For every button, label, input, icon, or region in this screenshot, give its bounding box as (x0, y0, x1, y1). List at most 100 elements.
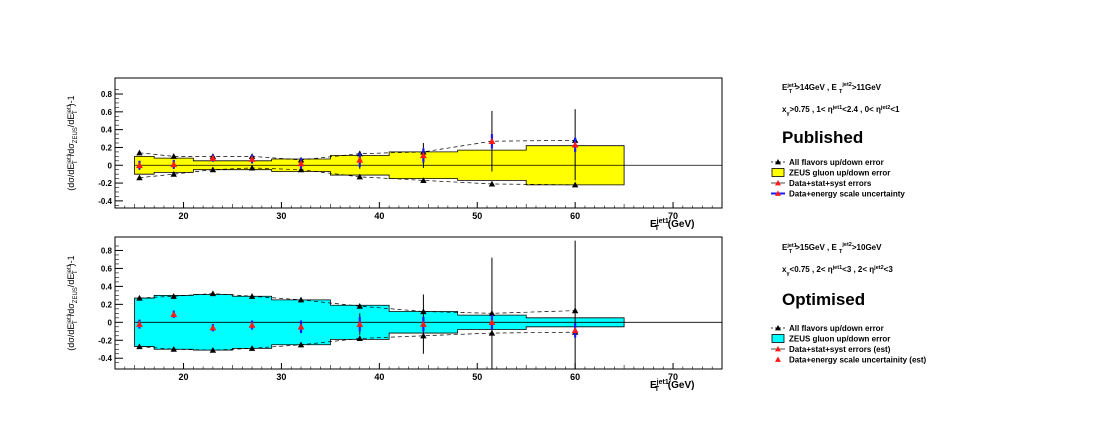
data-point (209, 154, 217, 161)
flavor-error-marker (297, 296, 305, 303)
y-label-sub: T (73, 270, 79, 274)
legend-marker (775, 356, 781, 362)
cut-sub: T (789, 89, 793, 95)
data-point (419, 152, 427, 159)
y-label-part: /dE (66, 114, 76, 128)
cut-text: <2.4 , 0< η (842, 105, 881, 114)
y-tick-label: -0.4 (98, 354, 112, 363)
x-tick-label: 60 (570, 372, 580, 382)
y-tick-label: -0.4 (98, 197, 112, 206)
flavor-error-marker (209, 346, 217, 353)
legend-marker (775, 159, 781, 165)
data-point (356, 156, 364, 163)
data-point (170, 310, 178, 317)
flavor-error-marker (136, 343, 143, 350)
legend-label: Data+stat+syst errors (est) (789, 345, 891, 354)
cut-text: x (782, 265, 787, 274)
x-label-sup: jet1 (656, 218, 669, 225)
y-label-part: (dσ/dE (66, 324, 76, 351)
flavor-error-marker (209, 290, 217, 297)
data-point (297, 323, 305, 330)
cut-text: >0.75 , 1< η (790, 105, 833, 114)
cuts-line-1: Ejet1 T >15GeV , E Tjet2>10GeV (782, 242, 882, 255)
legend-label: Data+energy scale uncertainty (789, 190, 905, 199)
flavor-error-marker (356, 302, 363, 309)
legend-label: All flavors up/down error (789, 324, 884, 333)
x-tick-label: 50 (472, 211, 482, 221)
data-point (297, 160, 305, 167)
y-label-part: /dσ (66, 143, 76, 157)
legend-label: Data+stat+syst errors (789, 179, 872, 188)
flavor-error-marker (136, 174, 143, 181)
x-tick-label: 70 (668, 211, 678, 221)
legend-marker (775, 346, 781, 352)
flavor-error-marker (248, 293, 256, 299)
cut-sup: jet2 (841, 242, 851, 248)
x-tick-label: 30 (276, 372, 286, 382)
legend-marker (775, 325, 781, 331)
data-point (488, 318, 496, 326)
cut-sup: jet2 (841, 82, 851, 88)
data-point (170, 160, 178, 168)
cut-text: <3 (884, 265, 894, 274)
y-label-sub: T (73, 320, 79, 324)
x-tick-label: 20 (179, 211, 189, 221)
flavor-error-marker (420, 177, 427, 183)
legend-marker (775, 180, 781, 186)
y-axis-label: (dσ/dEjet1T/dσZEUS/dEjet1T)-1 (66, 95, 79, 190)
flavor-error-marker (136, 294, 143, 301)
cut-text: x (782, 105, 787, 114)
cut-text: >10GeV (852, 243, 882, 252)
cuts-line-2: xγ<0.75 , 2< ηjet1<3 , 2< ηjet2<3 (782, 265, 893, 277)
chart-panel-published: 20 30 40 50 60 70 -0.4 -0.2 0 0.2 0.4 0.6 0.8 Ejet1 T … (66, 77, 905, 232)
x-tick-label: 70 (668, 372, 678, 382)
cut-sub: γ (786, 111, 790, 117)
flavor-error-marker (571, 181, 579, 188)
y-label-part: (dσ/dE (66, 164, 76, 191)
y-label-sup: jet1 (67, 313, 73, 324)
cut-text: <0.75 , 2< η (790, 265, 833, 274)
y-tick-label: 0.6 (101, 264, 113, 273)
cut-text: >11GeV (852, 83, 882, 92)
y-tick-label: -0.2 (98, 336, 112, 345)
x-label-main: E (650, 380, 657, 391)
data-point (248, 321, 256, 328)
flavor-error-marker (248, 345, 256, 351)
data-point (136, 320, 143, 327)
y-label-sub: T (73, 160, 79, 164)
cut-sub: T (789, 249, 793, 255)
flavor-error-marker (488, 180, 496, 187)
x-tick-label: 20 (179, 372, 189, 382)
flavor-error-marker (170, 153, 177, 159)
x-label-sup: jet1 (656, 379, 669, 386)
legend-label: Data+energy scale uncertainity (est) (789, 356, 927, 365)
y-label-part: /dE (66, 274, 76, 288)
data-point (571, 326, 579, 334)
flavor-error-marker (356, 173, 363, 180)
cut-text: E (782, 243, 788, 252)
flavor-error-marker (209, 166, 217, 173)
y-tick-label: 0.6 (101, 108, 113, 117)
y-tick-label: 0.8 (101, 90, 113, 99)
cut-sup: jet2 (873, 265, 883, 271)
x-tick-label: 40 (374, 211, 384, 221)
y-label-sup: jet1 (67, 153, 73, 164)
x-tick-label: 30 (276, 211, 286, 221)
y-label-part: )-1 (66, 255, 76, 266)
y-label-sup: jet1 (67, 263, 73, 274)
x-label-sub: T (655, 386, 660, 393)
cuts-line-2: xγ>0.75 , 1< ηjet1<2.4 , 0< ηjet2<1 (782, 105, 900, 117)
y-label-sub: ZEUS (73, 287, 79, 303)
x-tick-label: 40 (374, 372, 384, 382)
legend-swatch (771, 334, 785, 343)
x-label-unit: (GeV) (665, 380, 694, 391)
plot-frame (114, 77, 723, 209)
data-point (136, 161, 143, 168)
x-axis-label: Ejet1 T (GeV) (650, 218, 694, 232)
cut-sup: jet1 (832, 265, 842, 271)
cut-text: <3 , 2< η (842, 265, 874, 274)
y-tick-label: 0.4 (101, 126, 113, 135)
cut-sub: T (839, 249, 843, 255)
flavor-error-marker (297, 166, 305, 173)
legend-label: ZEUS gluon up/down error (789, 335, 890, 344)
